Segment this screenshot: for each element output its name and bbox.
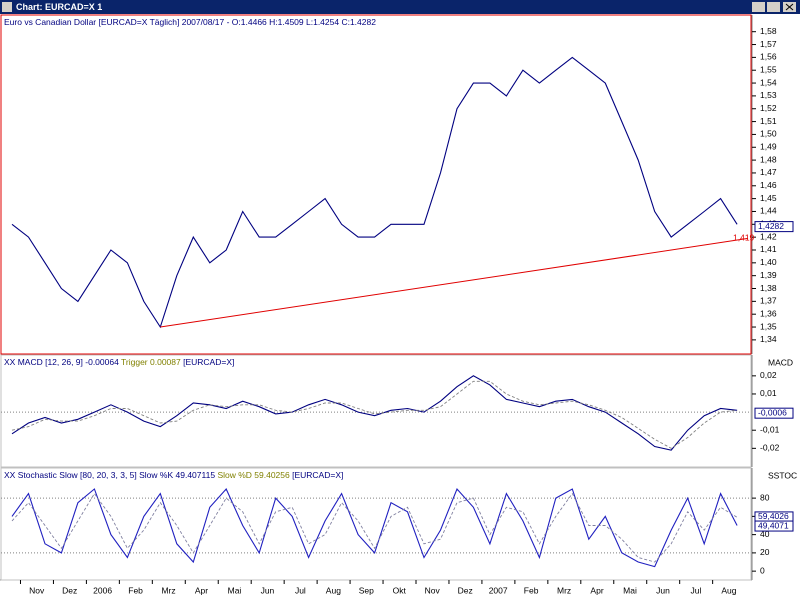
y-tick-label: 1,39: [760, 270, 777, 280]
title-part: XX Stochastic Slow [80, 20, 3, 3, 5] Slo…: [4, 470, 215, 480]
series-line: [11, 380, 738, 449]
y-tick-label: 1,44: [760, 206, 777, 216]
y-tick-label: 1,41: [760, 244, 777, 254]
x-tick-label: Jun: [261, 585, 275, 595]
panel-title: Euro vs Canadian Dollar [EURCAD=X Täglic…: [4, 17, 376, 27]
last-value-box: [754, 520, 794, 532]
x-tick-label: Apr: [590, 585, 603, 595]
y-tick-label: 1,52: [760, 103, 777, 113]
x-axis-strip: [0, 580, 800, 600]
y-tick-label: 1,49: [760, 142, 777, 152]
y-tick-label: 80: [760, 492, 770, 502]
y-tick-label: 1,57: [760, 39, 777, 49]
y-tick-label: 40: [760, 529, 770, 539]
x-tick-label: Feb: [128, 585, 143, 595]
y-tick-label: 1,38: [760, 283, 777, 293]
x-tick-label: Dez: [458, 585, 473, 595]
panel-frame: [0, 467, 752, 581]
y-tick-label: 1,58: [760, 26, 777, 36]
y-tick-label: 1,54: [760, 77, 777, 87]
x-tick-label: Feb: [524, 585, 539, 595]
y-tick-label: 1,56: [760, 52, 777, 62]
series-line: [11, 487, 738, 568]
y-tick-label: 1,53: [760, 90, 777, 100]
series-line: [11, 375, 738, 451]
x-tick-label: Nov: [29, 585, 45, 595]
x-tick-label: Okt: [393, 585, 407, 595]
last-value-box: [754, 407, 794, 419]
y-tick-label: 1,48: [760, 154, 777, 164]
last-value-label: -0,0006: [758, 407, 787, 417]
y-tick-label: -0,01: [760, 424, 780, 434]
x-tick-label: Jul: [690, 585, 701, 595]
x-tick-label: Mai: [623, 585, 637, 595]
x-tick-label: Mrz: [557, 585, 571, 595]
panel-frame: [0, 14, 752, 355]
y-tick-label: 20: [760, 547, 770, 557]
y-tick-label: 1,35: [760, 321, 777, 331]
last-value-label: 1,4282: [758, 221, 784, 231]
title-part: Trigger 0.00087: [121, 357, 181, 367]
x-tick-label: Apr: [195, 585, 208, 595]
title-part: [EURCAD=X]: [292, 470, 343, 480]
series-line: [11, 56, 738, 329]
y-tick-label: 1,37: [760, 296, 777, 306]
y-tick-label: 1,34: [760, 334, 777, 344]
y-tick-label: 1,36: [760, 308, 777, 318]
x-tick-label: 2007: [489, 585, 508, 595]
x-tick-label: Nov: [425, 585, 441, 595]
trendline-label: 1,419: [733, 233, 755, 243]
x-tick-label: Aug: [721, 585, 736, 595]
y-tick-label: 1,51: [760, 116, 777, 126]
axis-title: MACD: [768, 357, 793, 367]
x-tick-label: Jul: [295, 585, 306, 595]
y-tick-label: 1,50: [760, 129, 777, 139]
title-bar: [0, 0, 800, 14]
close-icon: [785, 3, 794, 11]
title-part: Slow %D 59.40256: [217, 470, 290, 480]
x-tick-label: 2006: [93, 585, 112, 595]
y-tick-label: 0,02: [760, 370, 777, 380]
title-part: XX MACD [12, 26, 9] -0.00064: [4, 357, 119, 367]
title-part: [EURCAD=X]: [183, 357, 234, 367]
x-tick-label: Mai: [228, 585, 242, 595]
y-tick-label: 1,45: [760, 193, 777, 203]
trendline: [160, 237, 749, 328]
y-tick-label: 1,47: [760, 167, 777, 177]
y-tick-label: 1,42: [760, 231, 777, 241]
panel-frame: [0, 354, 752, 468]
maximize-button[interactable]: [767, 2, 780, 12]
panel-title: XX MACD [12, 26, 9] -0.00064 Trigger 0.0…: [4, 357, 234, 367]
window-icon: [2, 2, 12, 12]
y-tick-label: 1,46: [760, 180, 777, 190]
x-tick-label: Aug: [326, 585, 341, 595]
y-tick-label: -0,02: [760, 443, 780, 453]
y-tick-label: 1,55: [760, 64, 777, 74]
y-tick-label: 0,01: [760, 388, 777, 398]
x-tick-label: Dez: [62, 585, 77, 595]
x-tick-label: Sep: [359, 585, 374, 595]
minimize-button[interactable]: [752, 2, 765, 12]
x-tick-label: Jun: [656, 585, 670, 595]
title-part: Euro vs Canadian Dollar [EURCAD=X Täglic…: [4, 17, 376, 27]
last-value-label: 49,4071: [758, 520, 789, 530]
axis-title: SSTOC: [768, 470, 797, 480]
x-tick-label: Mrz: [161, 585, 175, 595]
last-value-label: 59,4026: [758, 511, 789, 521]
window-title: Chart: EURCAD=X 1: [16, 2, 102, 12]
y-tick-label: 0: [760, 565, 765, 575]
panel-title: XX Stochastic Slow [80, 20, 3, 3, 5] Slo…: [4, 470, 343, 480]
last-value-box: [754, 221, 794, 233]
series-line: [11, 492, 738, 563]
y-tick-label: 1,40: [760, 257, 777, 267]
